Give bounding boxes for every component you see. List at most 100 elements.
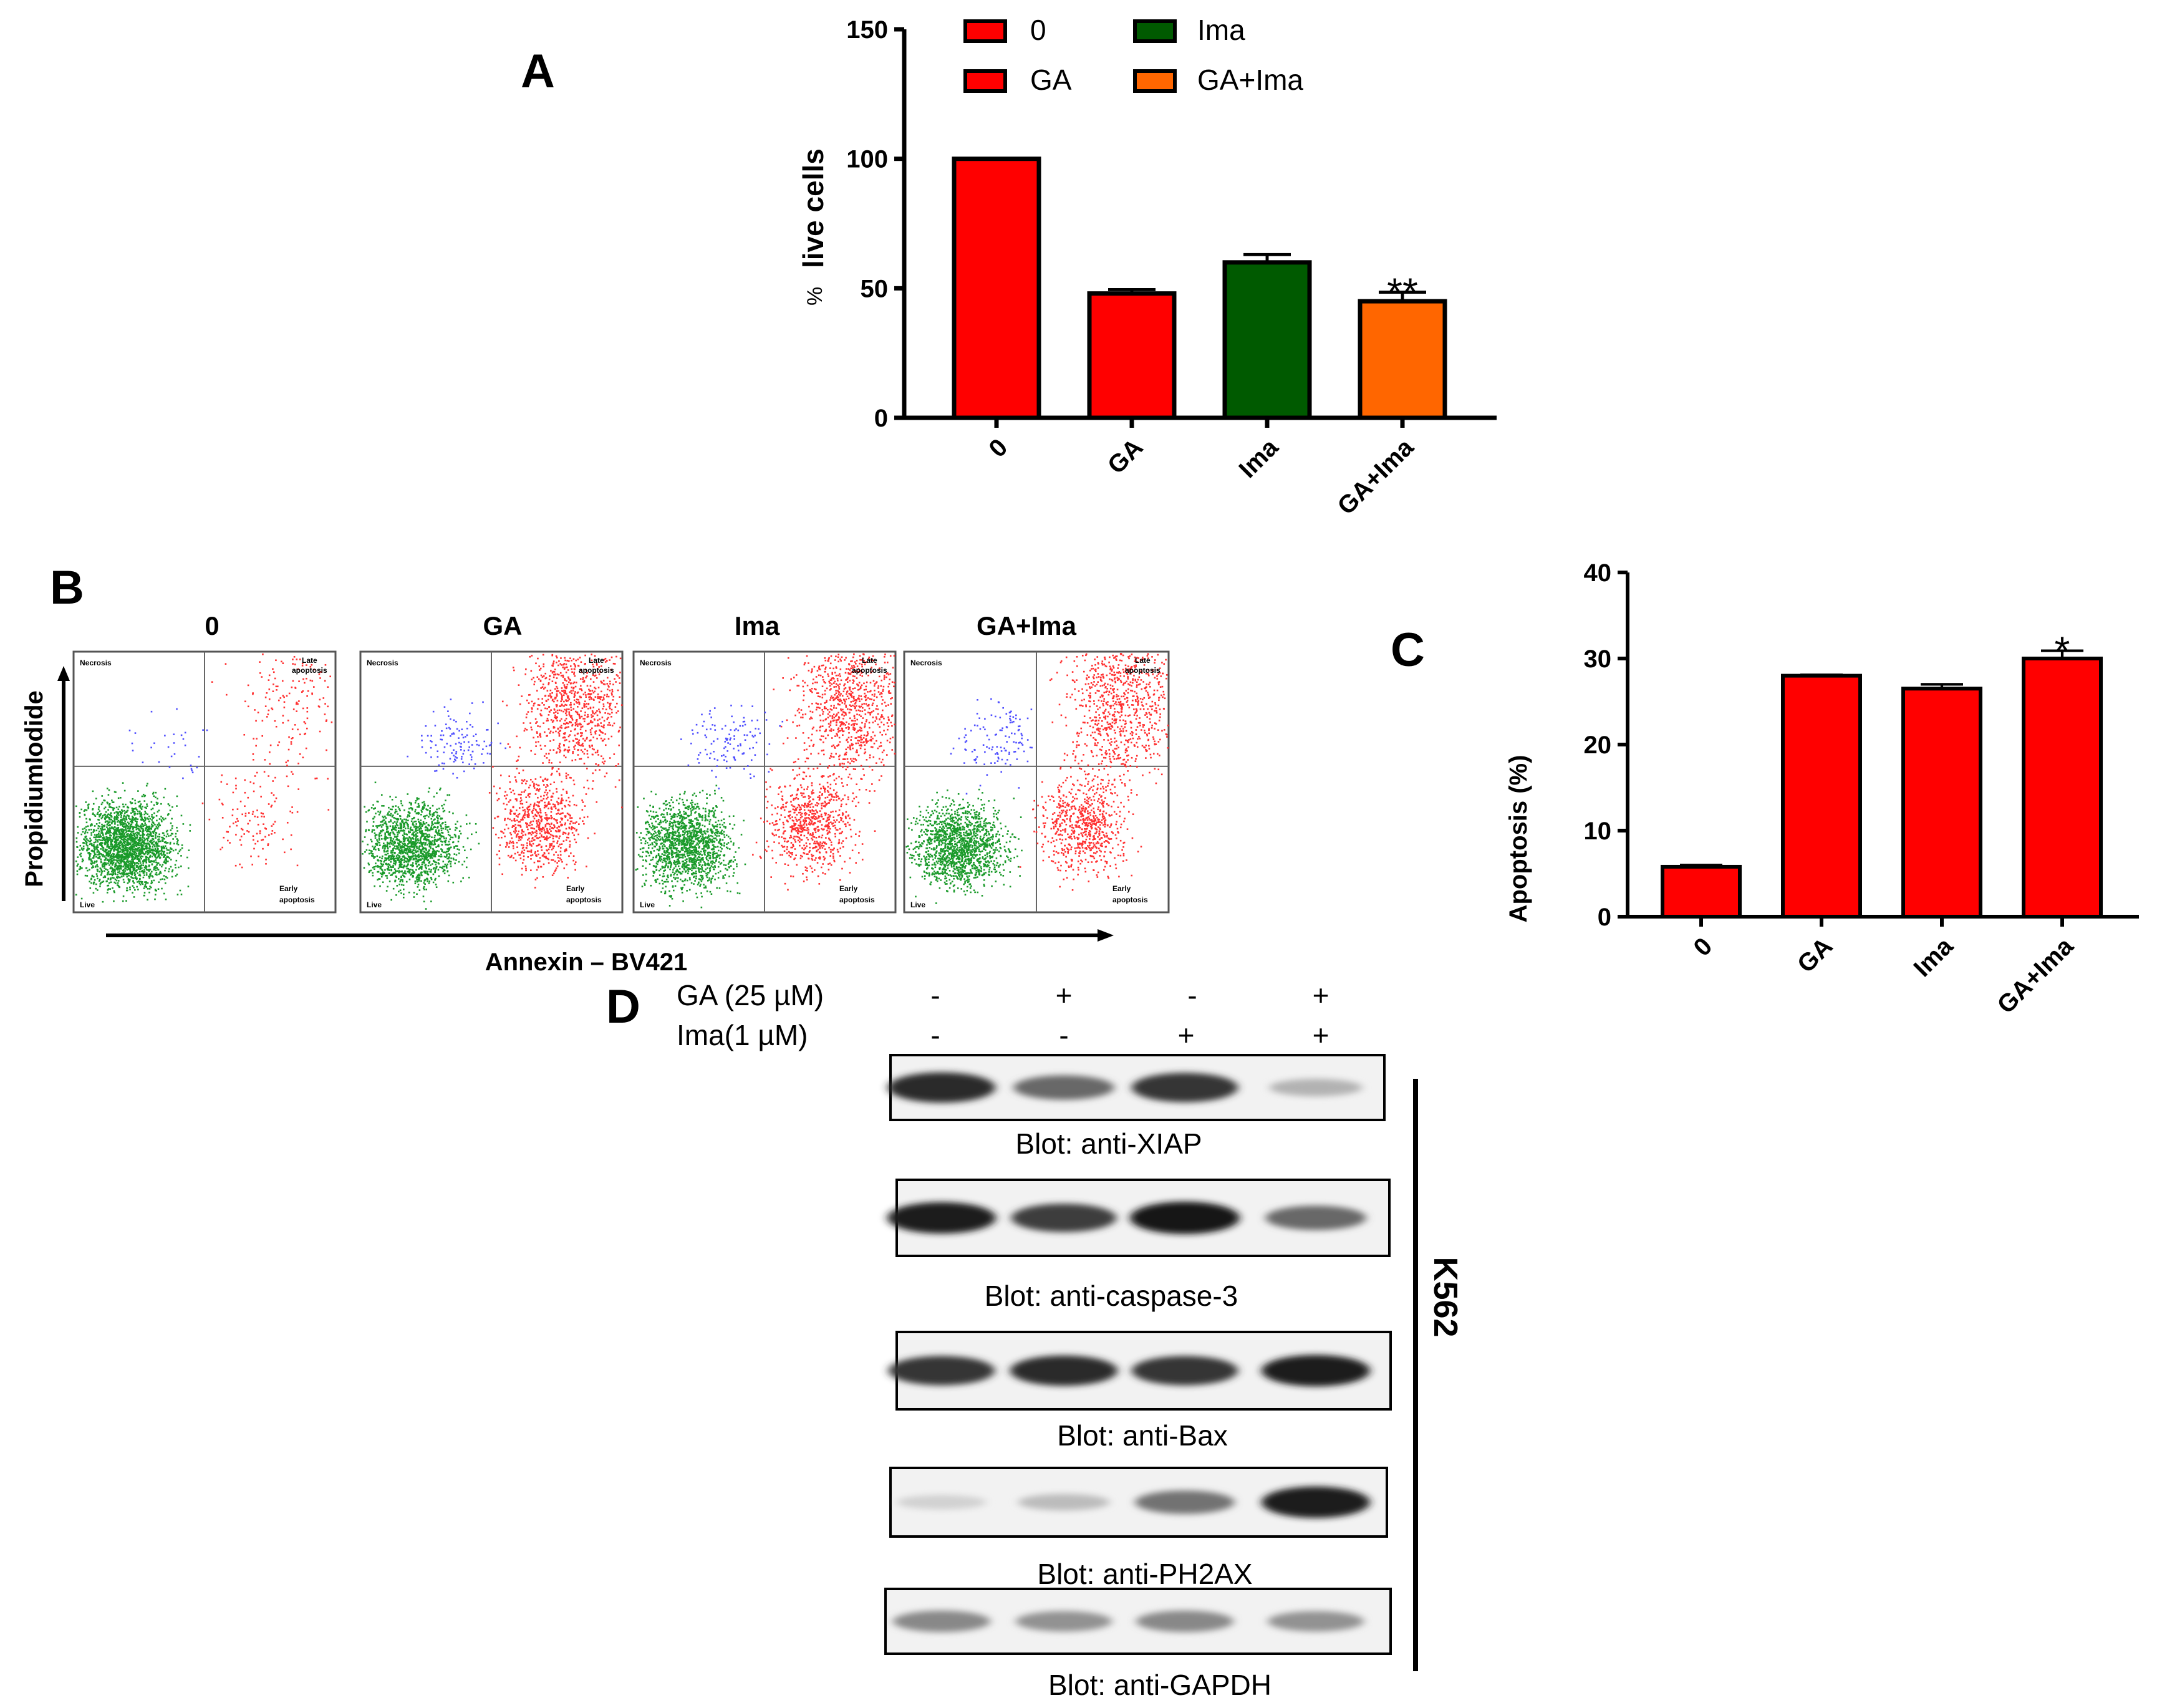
- flow-quadrant-late: Late: [1135, 656, 1151, 665]
- blot-band-0-1: [1013, 1075, 1114, 1100]
- flow-quadrant-early-apoptosis: apoptosis: [566, 895, 602, 904]
- blot-band-0-3: [1269, 1079, 1363, 1096]
- panel-letter-c: C: [1391, 624, 1425, 677]
- flow-title-ga: GA: [483, 611, 523, 640]
- flow-quadrant-late-apoptosis: apoptosis: [579, 666, 614, 675]
- chart-c-xtick-ima: Ima: [1909, 932, 1959, 982]
- chart-a-ytick-0: 0: [874, 405, 888, 432]
- flow-quadrant-late: Late: [862, 656, 877, 665]
- flow-quadrant-necrosis: Necrosis: [640, 659, 672, 667]
- chart-c-axis: [1618, 571, 2139, 927]
- chart-a-significance: **: [1387, 270, 1418, 315]
- blot-strip-1: [887, 1179, 1391, 1257]
- flow-quadrant-early-apoptosis: apoptosis: [1112, 895, 1148, 904]
- blot-band-3-1: [1018, 1493, 1110, 1511]
- flow-quadrant-live: Live: [640, 900, 655, 909]
- flow-quadrant-early: Early: [839, 884, 858, 893]
- chart-a-xtick-ga-ima: GA+Ima: [1333, 433, 1419, 520]
- chart-a-ylabel: live cells: [797, 148, 829, 268]
- chart-c-xtick-ga-ima: GA+Ima: [1992, 932, 2079, 1019]
- legend-swatch-ga-ima: [1133, 69, 1177, 93]
- legend-label-ga: GA: [1030, 64, 1072, 96]
- blot-band-2-1: [1010, 1355, 1118, 1386]
- chart-a-xtick-ima: Ima: [1234, 433, 1284, 483]
- cell-line-label: K562: [1427, 1257, 1464, 1337]
- blot-band-4-1: [1015, 1611, 1112, 1632]
- chart-a-axis: [894, 27, 1497, 428]
- flow-quadrant-early: Early: [566, 884, 585, 893]
- flow-quadrant-late-apoptosis: apoptosis: [852, 666, 887, 675]
- chart-c-ytick-30: 30: [1584, 645, 1612, 673]
- blot-band-4-0: [892, 1610, 991, 1633]
- flow-quadrant-early: Early: [1112, 884, 1131, 893]
- chart-a-ytick-100: 100: [846, 146, 888, 173]
- c-bar-1: [1781, 673, 1862, 919]
- flow-x-axis-label: Annexin – BV421: [485, 948, 688, 976]
- flow-quadrant-late-apoptosis: apoptosis: [292, 666, 327, 675]
- sign-ga-lane-2: +: [1056, 979, 1073, 1011]
- blot-label-ph2ax: Blot: anti-PH2AX: [1037, 1558, 1252, 1590]
- blot-band-1-0: [887, 1202, 996, 1234]
- panel-letter-d: D: [606, 980, 640, 1033]
- blot-strips: [884, 1054, 1392, 1655]
- flow-quadrant-live: Live: [910, 900, 925, 909]
- chart-c-bars: [1661, 649, 2103, 919]
- blot-band-1-2: [1130, 1202, 1240, 1234]
- flow-quadrant-live: Live: [367, 900, 382, 909]
- panel-letter-a: A: [521, 45, 555, 98]
- flow-dots: [905, 653, 1169, 904]
- blot-band-3-0: [897, 1495, 987, 1510]
- blot-label-gapdh: Blot: anti-GAPDH: [1048, 1669, 1272, 1701]
- blot-band-1-3: [1265, 1205, 1366, 1230]
- blot-band-3-2: [1135, 1490, 1235, 1514]
- chart-c: 0 10 20 30 40 0 GA Ima GA+Ima Apoptosis …: [1505, 559, 2139, 1019]
- blot-band-2-0: [888, 1356, 995, 1386]
- chart-a-ytick-50: 50: [861, 275, 889, 302]
- blot-band-1-1: [1011, 1204, 1117, 1232]
- blot-strip-2: [888, 1331, 1392, 1411]
- flow-x-axis-arrowhead: [1098, 929, 1114, 942]
- legend-label-ima: Ima: [1197, 14, 1245, 46]
- flow-title-ga-ima: GA+Ima: [977, 611, 1077, 640]
- chart-c-xtick-ga: GA: [1792, 932, 1838, 978]
- treatment-label-ga: GA (25 µM): [677, 979, 824, 1011]
- flow-quadrant-necrosis: Necrosis: [367, 659, 398, 667]
- flow-title-0: 0: [205, 611, 219, 640]
- legend-swatch-0: [963, 19, 1007, 43]
- c-bar-0: [1661, 864, 1742, 919]
- sign-ima-lane-3: +: [1178, 1019, 1195, 1051]
- blot-band-0-2: [1131, 1073, 1238, 1102]
- blot-band-0-0: [887, 1072, 996, 1103]
- sign-ima-lane-2: -: [1059, 1019, 1068, 1051]
- a-bar-1: [1087, 291, 1177, 420]
- flow-dots: [635, 653, 896, 909]
- blot-band-4-3: [1267, 1611, 1364, 1632]
- flow-quadrant-necrosis: Necrosis: [910, 659, 942, 667]
- western-blot-panel: GA (25 µM) Ima(1 µM) - + - + - - + + Blo…: [677, 979, 1464, 1701]
- blot-band-3-3: [1261, 1486, 1371, 1518]
- c-bar-2: [1901, 687, 1982, 919]
- flow-quadrant-early: Early: [279, 884, 298, 893]
- flow-title-ima: Ima: [735, 611, 780, 640]
- chart-a-ylabel-prefix: %: [803, 287, 827, 306]
- chart-c-significance: *: [2055, 629, 2070, 673]
- flow-plots: Necrosis LateapoptosisLiveEarlyapoptosisN…: [72, 650, 1170, 914]
- treatment-signs: - + - + - - + +: [930, 979, 1329, 1051]
- flow-dots: [362, 654, 623, 910]
- sign-ga-lane-4: +: [1313, 979, 1329, 1011]
- flow-dots: [75, 653, 333, 903]
- flow-quadrant-late: Late: [302, 656, 317, 665]
- a-bar-3: [1358, 299, 1447, 420]
- chart-c-ylabel: Apoptosis (%): [1505, 755, 1532, 923]
- blot-label-bax: Blot: anti-Bax: [1057, 1419, 1228, 1452]
- chart-a-xtick-0: 0: [984, 433, 1013, 463]
- flow-quadrant-early-apoptosis: apoptosis: [839, 895, 875, 904]
- legend-label-ga-ima: GA+Ima: [1197, 64, 1303, 96]
- blot-band-2-2: [1131, 1356, 1238, 1386]
- a-bar-2: [1222, 260, 1312, 420]
- chart-a-xtick-ga: GA: [1103, 433, 1149, 480]
- legend-swatch-ga: [963, 69, 1007, 93]
